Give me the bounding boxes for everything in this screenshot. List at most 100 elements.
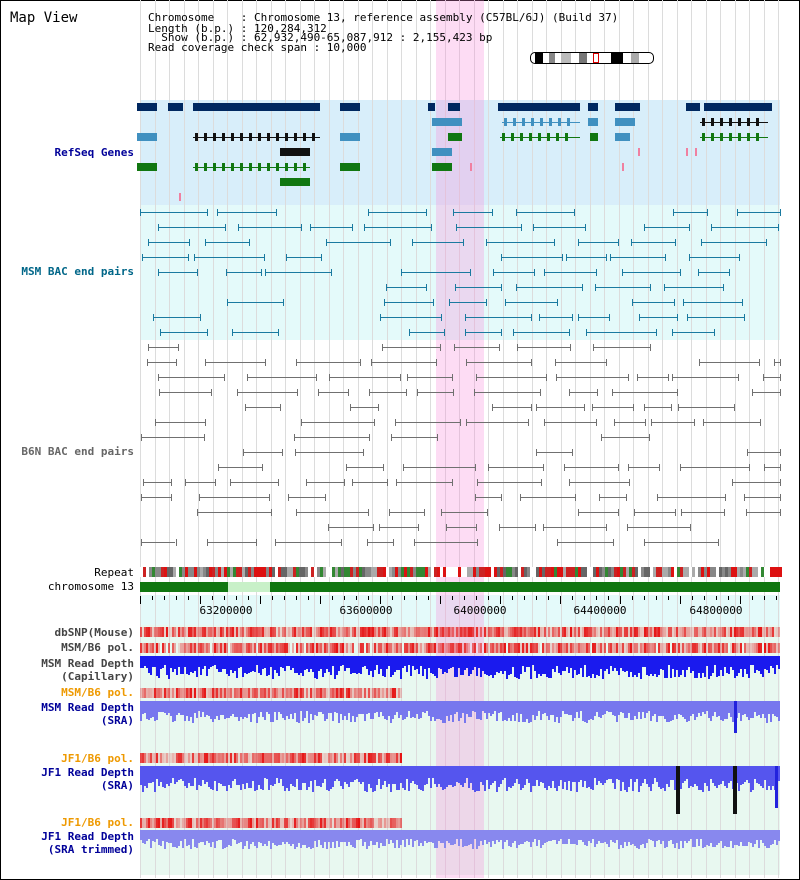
polymorphism-bar bbox=[550, 627, 552, 637]
depth-bar bbox=[162, 830, 164, 842]
polymorphism-bar bbox=[248, 753, 250, 763]
end-pair-tick bbox=[247, 374, 249, 381]
depth-bar bbox=[512, 830, 514, 844]
gene-exon bbox=[711, 133, 714, 141]
depth-bar bbox=[490, 701, 492, 716]
depth-bar bbox=[338, 701, 340, 723]
depth-bar bbox=[740, 766, 742, 785]
polymorphism-bar bbox=[422, 643, 424, 653]
repeat-block bbox=[530, 567, 533, 577]
depth-bar bbox=[596, 656, 598, 675]
depth-bar bbox=[648, 766, 650, 788]
depth-bar bbox=[256, 656, 258, 666]
depth-bar bbox=[464, 830, 466, 846]
polymorphism-bar bbox=[234, 818, 236, 828]
polymorphism-bar bbox=[570, 643, 572, 653]
depth-bar bbox=[774, 830, 776, 840]
axis-tick bbox=[440, 596, 441, 604]
polymorphism-bar bbox=[260, 818, 262, 828]
polymorphism-bar bbox=[294, 688, 296, 698]
polymorphism-bar bbox=[206, 753, 208, 763]
depth-bar bbox=[288, 830, 290, 845]
depth-bar bbox=[212, 656, 214, 667]
depth-bar bbox=[252, 656, 254, 672]
depth-bar bbox=[414, 656, 416, 671]
polymorphism-bar bbox=[282, 627, 284, 637]
depth-bar bbox=[186, 656, 188, 674]
polymorphism-bar bbox=[160, 627, 162, 637]
polymorphism-bar bbox=[282, 688, 284, 698]
depth-bar bbox=[622, 701, 624, 714]
depth-bar bbox=[542, 830, 544, 846]
end-pair-tick bbox=[780, 494, 781, 501]
polymorphism-bar bbox=[158, 818, 160, 828]
depth-bar bbox=[302, 656, 304, 677]
end-pair-tick bbox=[325, 494, 327, 501]
polymorphism-bar bbox=[152, 818, 154, 828]
depth-bar bbox=[660, 830, 662, 844]
repeat-block bbox=[293, 567, 296, 577]
polymorphism-bar bbox=[186, 753, 188, 763]
depth-bar bbox=[362, 830, 364, 847]
polymorphism-bar bbox=[474, 643, 476, 653]
depth-bar bbox=[562, 766, 564, 789]
depth-bar bbox=[232, 830, 234, 840]
depth-bar bbox=[778, 830, 780, 841]
depth-bar bbox=[630, 830, 632, 846]
end-pair-tick bbox=[157, 269, 159, 276]
polymorphism-bar bbox=[238, 818, 240, 828]
polymorphism-bar bbox=[328, 643, 330, 653]
gene-exon bbox=[511, 133, 514, 141]
polymorphism-bar bbox=[142, 688, 144, 698]
depth-bar bbox=[754, 656, 756, 674]
depth-bar bbox=[472, 766, 474, 791]
depth-bar bbox=[516, 766, 518, 779]
polymorphism-bar bbox=[372, 627, 374, 637]
chromosome-ideogram[interactable] bbox=[530, 52, 654, 64]
depth-bar bbox=[716, 701, 718, 717]
grid-line bbox=[778, 0, 779, 878]
end-pair-line bbox=[386, 287, 427, 288]
end-pair-tick bbox=[198, 494, 200, 501]
polymorphism-bar bbox=[210, 818, 212, 828]
end-pair-line bbox=[325, 242, 391, 243]
polymorphism-bar bbox=[378, 643, 380, 653]
depth-bar bbox=[156, 656, 158, 677]
depth-bar bbox=[544, 766, 546, 789]
polymorphism-bar bbox=[688, 643, 690, 653]
polymorphism-bar bbox=[260, 643, 262, 653]
polymorphism-bar bbox=[480, 627, 482, 637]
polymorphism-bar bbox=[162, 688, 164, 698]
polymorphism-bar bbox=[140, 753, 142, 763]
polymorphism-bar bbox=[224, 753, 226, 763]
polymorphism-bar bbox=[766, 643, 768, 653]
gene-feature bbox=[448, 133, 462, 141]
repeat-block bbox=[572, 567, 575, 577]
repeat-block bbox=[440, 567, 443, 577]
end-pair-tick bbox=[586, 329, 588, 336]
polymorphism-bar bbox=[156, 753, 158, 763]
polymorphism-bar bbox=[568, 643, 570, 653]
selected-region-highlight[interactable] bbox=[436, 0, 484, 878]
depth-bar bbox=[184, 830, 186, 840]
polymorphism-bar bbox=[188, 643, 190, 653]
depth-bar bbox=[222, 656, 224, 670]
polymorphism-bar bbox=[630, 627, 632, 637]
polymorphism-bar bbox=[376, 688, 378, 698]
gene-feature bbox=[340, 133, 360, 141]
depth-bar bbox=[582, 766, 584, 788]
repeat-block bbox=[536, 567, 539, 577]
depth-bar bbox=[448, 766, 450, 786]
axis-tick bbox=[284, 596, 285, 600]
depth-bar bbox=[510, 701, 512, 721]
polymorphism-bar bbox=[256, 818, 258, 828]
depth-bar bbox=[234, 766, 236, 780]
polymorphism-bar bbox=[348, 627, 350, 637]
repeat-block bbox=[155, 567, 158, 577]
depth-bar bbox=[554, 701, 556, 723]
polymorphism-bar bbox=[600, 643, 602, 653]
polymorphism-bar bbox=[486, 627, 488, 637]
end-pair-tick bbox=[476, 524, 478, 531]
end-pair-line bbox=[672, 377, 738, 378]
end-pair-tick bbox=[516, 284, 518, 291]
